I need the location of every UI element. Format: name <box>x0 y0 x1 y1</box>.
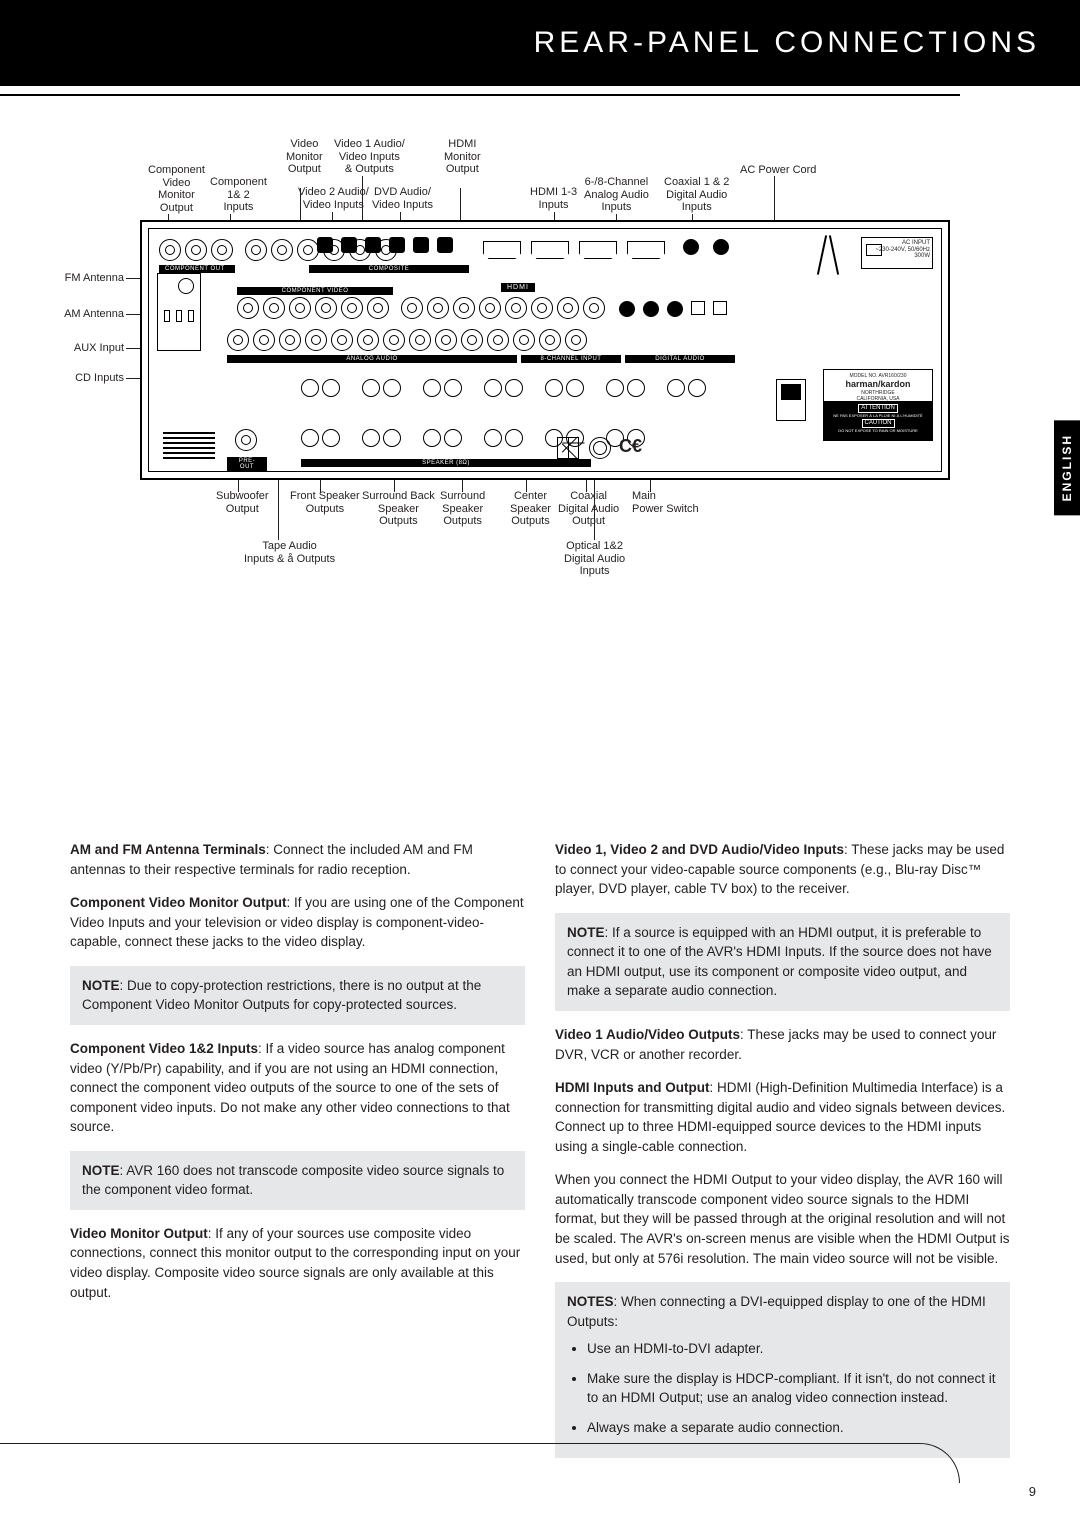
speaker-terminals-top <box>301 379 706 397</box>
ac-cord <box>811 235 851 291</box>
label-vid2-av: Video 2 Audio/ Video Inputs <box>298 186 369 211</box>
dvi-li-3: Always make a separate audio connection. <box>587 1418 998 1438</box>
label-cd: CD Inputs <box>34 372 124 384</box>
8ch-jacks <box>401 297 605 319</box>
strip-component-video: COMPONENT VIDEO <box>237 287 393 295</box>
label-main-sw: Main Power Switch <box>632 490 699 515</box>
strip-analog-audio: ANALOG AUDIO <box>227 355 517 363</box>
note-copy-protection: NOTE: Due to copy-protection restriction… <box>70 966 525 1025</box>
sub-preout-jack <box>235 429 257 451</box>
hdmi-ports <box>483 241 665 259</box>
term-am-fm: AM and FM Antenna Terminals <box>70 842 266 857</box>
term-vid-mon-out: Video Monitor Output <box>70 1226 208 1241</box>
vent-slots <box>163 432 215 459</box>
strip-composite: COMPOSITE <box>309 265 469 273</box>
label-vid-mon-out: Video Monitor Output <box>286 138 323 176</box>
label-dvd-av: DVD Audio/ Video Inputs <box>372 186 433 211</box>
component-video-12 <box>237 297 389 319</box>
term-comp-mon-out: Component Video Monitor Output <box>70 895 286 910</box>
label-am: AM Antenna <box>34 308 124 320</box>
analog-audio-jacks <box>227 329 587 351</box>
composite-jacks <box>317 237 453 253</box>
page-number: 9 <box>1029 1484 1036 1499</box>
page-header: REAR-PANEL CONNECTIONS <box>0 0 1080 90</box>
label-sub: Subwoofer Output <box>216 490 269 515</box>
ce-mark: C€ <box>619 436 642 457</box>
label-coax-out: Coaxial Digital Audio Output <box>558 490 619 528</box>
para-hdmi-transcode: When you connect the HDMI Output to your… <box>555 1170 1010 1268</box>
right-column: Video 1, Video 2 and DVD Audio/Video Inp… <box>555 840 1010 1472</box>
strip-digital-audio: DIGITAL AUDIO <box>625 355 735 363</box>
digital-audio-jacks <box>619 301 727 317</box>
antenna-block <box>157 273 201 351</box>
note-dvi: NOTES: When connecting a DVI-equipped di… <box>555 1282 1010 1457</box>
label-comp-12: Component 1& 2 Inputs <box>210 176 267 214</box>
term-vid12-dvd: Video 1, Video 2 and DVD Audio/Video Inp… <box>555 842 844 857</box>
rear-panel-diagram: Component Video Monitor Output Component… <box>60 110 1020 680</box>
label-sback: Surround Back Speaker Outputs <box>362 490 435 528</box>
warning-box: ATTENTION NE PAS EXPOSER À LA PLUIE NI À… <box>823 401 933 441</box>
left-column: AM and FM Antenna Terminals: Connect the… <box>70 840 525 1472</box>
header-rule <box>0 94 960 96</box>
component-out-jacks <box>159 239 233 261</box>
body-content: AM and FM Antenna Terminals: Connect the… <box>70 840 1010 1472</box>
hdmi-badge: HDMI <box>501 283 535 292</box>
strip-component-out: COMPONENT OUT <box>159 265 235 273</box>
label-front: Front Speaker Outputs <box>290 490 360 515</box>
language-tab: ENGLISH <box>1054 420 1080 515</box>
footer-rule <box>0 1443 960 1483</box>
label-coax12: Coaxial 1 & 2 Digital Audio Inputs <box>664 176 729 214</box>
label-ac: AC Power Cord <box>740 164 816 177</box>
label-optical: Optical 1&2 Digital Audio Inputs <box>564 540 625 578</box>
term-comp-12: Component Video 1&2 Inputs <box>70 1041 258 1056</box>
page-title: REAR-PANEL CONNECTIONS <box>534 26 1040 60</box>
label-comp-vid-mon-out: Component Video Monitor Output <box>148 164 205 215</box>
label-fm: FM Antenna <box>34 272 124 284</box>
label-hdmi13: HDMI 1-3 Inputs <box>530 186 577 211</box>
dvi-li-1: Use an HDMI-to-DVI adapter. <box>587 1339 998 1359</box>
label-hdmi-mon-out: HDMI Monitor Output <box>444 138 481 176</box>
main-power-switch-graphic <box>776 379 806 421</box>
cert-icon <box>589 437 611 459</box>
label-center: Center Speaker Outputs <box>510 490 551 528</box>
strip-speaker: SPEAKER (8Ω) <box>301 459 591 467</box>
label-vid1-av: Video 1 Audio/ Video Inputs & Outputs <box>334 138 405 176</box>
note-transcode: NOTE: AVR 160 does not transcode composi… <box>70 1151 525 1210</box>
label-ch68: 6-/8-Channel Analog Audio Inputs <box>584 176 649 214</box>
label-surr: Surround Speaker Outputs <box>440 490 485 528</box>
no-trash-icon <box>557 437 579 459</box>
label-aux: AUX Input <box>34 342 124 354</box>
dvi-li-2: Make sure the display is HDCP-compliant.… <box>587 1369 998 1408</box>
term-vid1-out: Video 1 Audio/Video Outputs <box>555 1027 740 1042</box>
term-hdmi: HDMI Inputs and Output <box>555 1080 709 1095</box>
ac-input-box: AC INPUT ~230-240V, 50/60Hz 300W <box>861 237 933 269</box>
note-hdmi-pref: NOTE: If a source is equipped with an HD… <box>555 913 1010 1011</box>
strip-8ch: 8-CHANNEL INPUT <box>521 355 621 363</box>
strip-preout: PRE-OUT <box>227 457 267 471</box>
label-tape: Tape Audio Inputs & å Outputs <box>244 540 335 565</box>
coax-in-dots <box>683 239 729 255</box>
rear-panel-graphic: AC INPUT ~230-240V, 50/60Hz 300W MODEL N… <box>140 220 950 480</box>
